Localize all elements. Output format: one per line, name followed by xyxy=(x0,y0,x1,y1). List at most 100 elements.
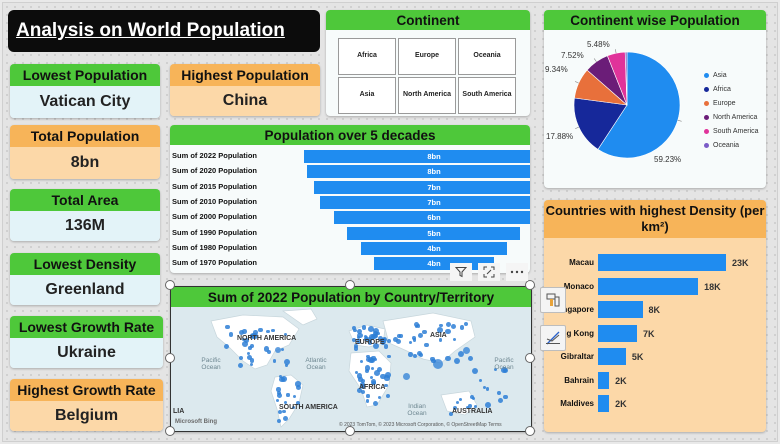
map-bubble[interactable] xyxy=(295,381,301,387)
density-bar[interactable] xyxy=(598,324,637,342)
density-bar[interactable] xyxy=(598,254,726,271)
funnel-bar[interactable]: 6bn xyxy=(333,211,530,225)
map-bubble[interactable] xyxy=(275,398,279,402)
funnel-bar[interactable]: 7bn xyxy=(320,195,530,209)
map-bubble-large[interactable] xyxy=(463,347,470,354)
map-bubble[interactable] xyxy=(399,334,403,338)
slicer-option[interactable]: Oceania xyxy=(458,38,516,75)
map-bubble[interactable] xyxy=(360,359,364,363)
map-bubble[interactable] xyxy=(283,333,288,337)
slicer-option[interactable]: South America xyxy=(458,77,516,114)
map-bubble[interactable] xyxy=(437,326,443,333)
map-bubble[interactable] xyxy=(250,344,254,348)
map-bubble[interactable] xyxy=(354,370,359,375)
funnel-bar[interactable]: 4bn xyxy=(373,257,495,271)
map-bubble[interactable] xyxy=(291,405,296,410)
map-bubble[interactable] xyxy=(373,328,380,335)
map-bubble[interactable] xyxy=(356,329,362,335)
map-bubble[interactable] xyxy=(453,338,457,342)
map-bubble[interactable] xyxy=(360,389,365,394)
map-bubble[interactable] xyxy=(295,400,301,406)
map-bubble[interactable] xyxy=(479,378,483,382)
map-bubble[interactable] xyxy=(392,336,398,343)
map-bubble[interactable] xyxy=(266,350,271,355)
map-bubble[interactable] xyxy=(367,340,373,345)
slicer-option[interactable]: North America xyxy=(398,77,456,114)
map-bubble[interactable] xyxy=(467,355,473,361)
kpi-highest-growth-rate[interactable]: Highest Growth Rate Belgium xyxy=(10,379,163,431)
map-bubble[interactable] xyxy=(247,354,252,360)
map-bubble[interactable] xyxy=(243,337,249,343)
map-bubble[interactable] xyxy=(377,395,382,399)
map-bubble[interactable] xyxy=(280,347,284,351)
map-bubble[interactable] xyxy=(283,400,287,404)
map-bubble[interactable] xyxy=(228,332,234,338)
map-bubble[interactable] xyxy=(249,334,255,339)
map-bubble[interactable] xyxy=(458,351,465,358)
filter-icon[interactable] xyxy=(450,263,472,281)
analytics-icon[interactable] xyxy=(540,325,566,351)
map-bubble[interactable] xyxy=(278,409,283,415)
format-painter-icon[interactable] xyxy=(540,287,566,313)
map-bubble[interactable] xyxy=(271,328,275,333)
resize-handle[interactable] xyxy=(525,353,535,363)
slicer-option[interactable]: Africa xyxy=(338,38,396,75)
map-bubble[interactable] xyxy=(276,387,281,392)
map-bubble[interactable] xyxy=(371,366,375,371)
map-bubble[interactable] xyxy=(361,325,367,331)
map-bubble[interactable] xyxy=(266,329,270,334)
map-bubble[interactable] xyxy=(225,325,230,330)
map-bubble[interactable] xyxy=(246,351,251,356)
map-bubble[interactable] xyxy=(497,397,504,404)
map-bubble[interactable] xyxy=(468,404,472,408)
map-bubble[interactable] xyxy=(484,402,491,409)
legend-item[interactable]: North America xyxy=(704,110,766,124)
map-bubble[interactable] xyxy=(238,355,244,361)
map-bubble[interactable] xyxy=(452,405,458,411)
map-bubble[interactable] xyxy=(371,333,378,340)
more-options-icon[interactable] xyxy=(506,263,528,281)
map-bubble[interactable] xyxy=(408,352,413,357)
map-bubble[interactable] xyxy=(463,321,469,327)
map-bubble[interactable] xyxy=(272,359,277,363)
map-bubble[interactable] xyxy=(381,340,386,346)
map-bubble[interactable] xyxy=(370,379,377,385)
map-bubble[interactable] xyxy=(253,330,258,336)
map-bubble[interactable] xyxy=(387,354,391,359)
map-bubble[interactable] xyxy=(412,336,416,341)
map-bubble[interactable] xyxy=(237,363,243,369)
map-bubble-large[interactable] xyxy=(403,373,410,380)
map-bubble[interactable] xyxy=(241,341,248,348)
map-bubble[interactable] xyxy=(283,415,289,422)
map-bubble[interactable] xyxy=(383,344,389,349)
funnel-bar[interactable]: 5bn xyxy=(347,226,521,240)
map-bubble[interactable] xyxy=(372,343,379,350)
map-bubble[interactable] xyxy=(380,373,387,380)
legend-item[interactable]: Oceania xyxy=(704,138,766,152)
map-bubble[interactable] xyxy=(497,391,501,396)
map-bubble[interactable] xyxy=(249,358,255,363)
map-bubble[interactable] xyxy=(374,357,378,361)
map-bubble[interactable] xyxy=(366,337,372,343)
map-bubble[interactable] xyxy=(352,338,356,343)
resize-handle[interactable] xyxy=(525,426,535,436)
map-bubble[interactable] xyxy=(493,368,498,372)
pie-slice-asia[interactable] xyxy=(597,51,681,159)
map-bubble[interactable] xyxy=(369,375,373,379)
map-bubble[interactable] xyxy=(251,332,258,339)
map-canvas[interactable]: NORTH AMERICA EUROPE ASIA AFRICA SOUTH A… xyxy=(171,307,531,431)
map-bubble[interactable] xyxy=(471,396,475,401)
map-bubble[interactable] xyxy=(377,336,383,342)
kpi-total-population[interactable]: Total Population 8bn xyxy=(10,125,160,179)
map-bubble[interactable] xyxy=(458,397,462,402)
map-bubble[interactable] xyxy=(424,342,429,348)
focus-mode-icon[interactable] xyxy=(478,263,500,281)
map-bubble[interactable] xyxy=(284,363,288,367)
kpi-lowest-population[interactable]: Lowest Population Vatican City xyxy=(10,64,160,118)
map-bubble[interactable] xyxy=(438,338,443,343)
map-bubble[interactable] xyxy=(283,359,290,366)
kpi-lowest-density[interactable]: Lowest Density Greenland xyxy=(10,253,160,305)
funnel-bar[interactable]: 7bn xyxy=(313,180,530,194)
map-bubble[interactable] xyxy=(353,329,357,333)
map-bubble[interactable] xyxy=(282,409,286,414)
